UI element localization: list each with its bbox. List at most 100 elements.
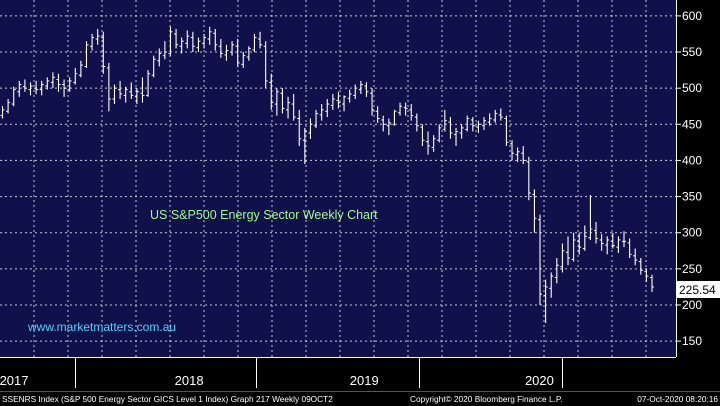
ohlc-bar [638,257,643,275]
ohlc-bar [101,31,106,74]
x-tick-label: 2020 [525,373,554,388]
watermark-text: www.marketmatters.com.au [27,320,176,334]
ohlc-bar [224,44,229,61]
y-tick-label: 450 [682,117,702,131]
ohlc-bar [174,28,179,49]
ohlc-bar [84,41,89,68]
ohlc-bar [398,102,403,116]
ohlc-bar [134,88,139,105]
ohlc-bar [319,104,324,121]
ohlc-bar [302,127,307,165]
price-bars [0,26,654,324]
ohlc-bar [521,145,526,165]
ohlc-bar [594,221,599,244]
ohlc-bar [213,28,218,51]
ohlc-bar [314,109,319,128]
y-tick-label: 200 [682,298,702,312]
ohlc-bar [414,113,419,132]
ohlc-bar [588,195,593,240]
ohlc-bar [560,243,565,273]
ohlc-bar [431,135,436,152]
ohlc-bar [45,77,50,90]
ohlc-bar [258,31,263,49]
ohlc-bar [504,115,509,146]
x-tick-label: 2018 [175,373,204,388]
plot-area [0,0,676,357]
footer-copyright: Copyright© 2020 Bloomberg Finance L.P. [410,394,563,404]
ohlc-bar [622,231,627,248]
ohlc-bar [448,117,453,139]
ohlc-bar [230,41,235,56]
x-tick-label: 2017 [0,373,28,388]
ohlc-bar [17,80,22,97]
ohlc-bar [375,106,380,123]
ohlc-bar [347,89,352,103]
last-value-text: 225.54 [679,283,716,297]
ohlc-bar [482,117,487,131]
x-axis: 2017 2018 2019 2020 [0,357,676,388]
ohlc-bar [353,84,358,100]
ohlc-bar [650,274,654,292]
ohlc-bar [106,62,111,112]
ohlc-bar [420,124,425,146]
ohlc-bar [493,109,498,123]
ohlc-bar [185,30,190,49]
footer-source: SSENRS Index (S&P 500 Energy Sector GICS… [2,394,333,404]
ohlc-bar [476,120,481,133]
ohlc-bar [207,26,212,45]
ohlc-bar [549,272,554,298]
ohlc-bar [454,127,459,146]
ohlc-bar [386,118,391,136]
ohlc-bar [566,236,571,266]
ohlc-bar [112,84,117,105]
ohlc-bar [633,248,638,266]
ohlc-bar [577,232,582,255]
ohlc-bar [123,86,128,103]
ohlc-bar [39,80,44,96]
ohlc-bar [616,236,621,253]
ohlc-bar [437,124,442,143]
ohlc-bar [157,48,162,67]
ohlc-bar [67,77,72,92]
ohlc-bar [403,102,408,116]
ohlc-bar [196,37,201,53]
ohlc-bar [392,109,397,126]
last-value-label: 225.54 [677,281,720,298]
ohlc-bar [241,52,246,68]
ohlc-bar [342,95,347,112]
ohlc-bar [627,238,632,258]
ohlc-bar [146,70,151,97]
ohlc-bar [426,131,431,155]
y-tick-label: 500 [682,81,702,95]
ohlc-bar [532,189,537,233]
ohlc-bar [28,82,33,96]
ohlc-bar [252,33,257,53]
ohlc-bar [498,108,503,121]
ohlc-bar [543,279,548,324]
ohlc-bar [644,268,649,282]
last-value-box [677,281,720,298]
y-tick-label: 250 [682,262,702,276]
y-tick-label: 300 [682,226,702,240]
ohlc-bar [280,88,285,114]
ohlc-bar [582,225,587,251]
y-tick-label: 550 [682,45,702,59]
ohlc-bar [442,109,447,132]
ohlc-bar [162,41,167,60]
ohlc-bar [34,80,39,94]
ohlc-bar [190,31,195,53]
ohlc-bar [6,99,11,114]
ohlc-bar [218,39,223,58]
ohlc-bar [95,28,100,45]
ohlc-bar [325,99,330,118]
y-tick-label: 350 [682,190,702,204]
ohlc-bar [571,232,576,262]
y-tick-label: 150 [682,334,702,348]
ohlc-bar [168,26,173,56]
ohlc-bar [554,257,559,284]
ohlc-bar [358,80,363,94]
ohlc-bar [50,72,55,89]
y-tick-label: 400 [682,153,702,167]
ohlc-bar [538,214,543,305]
y-tick-label: 600 [682,9,702,23]
